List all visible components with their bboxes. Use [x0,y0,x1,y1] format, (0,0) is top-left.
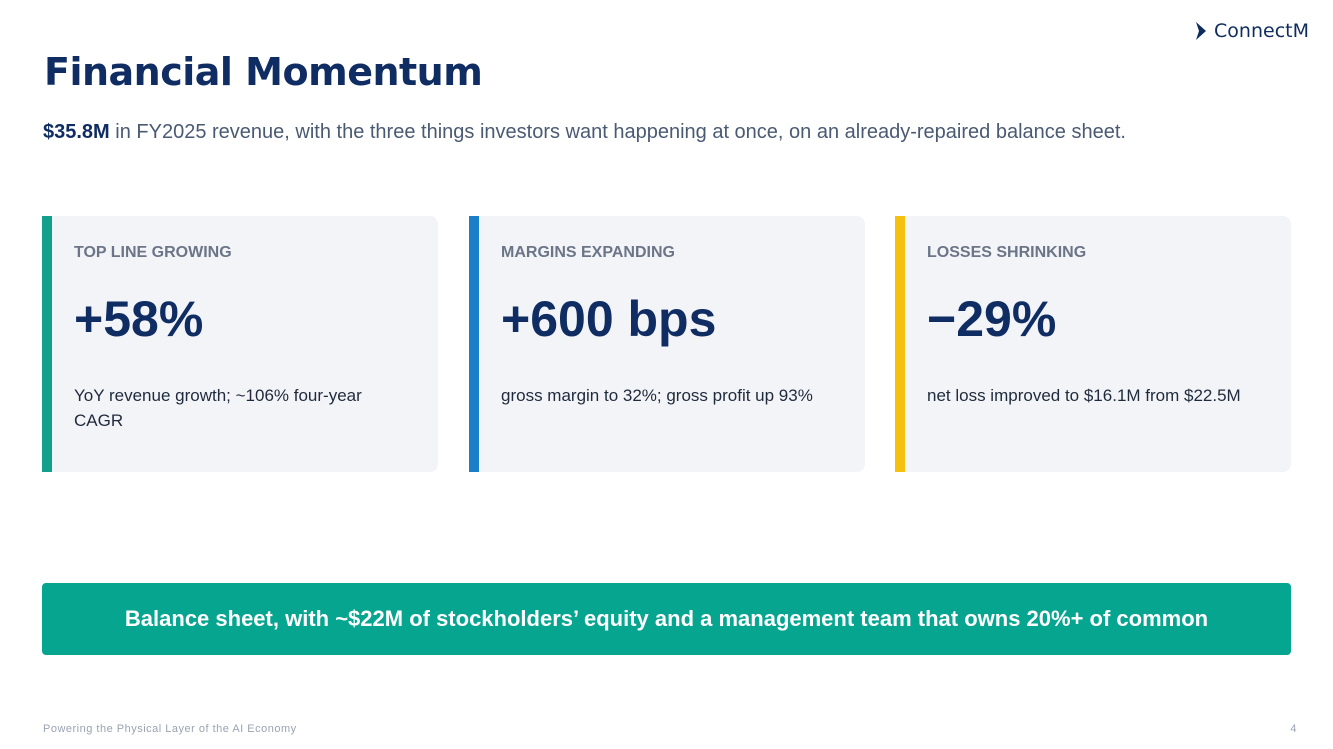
card-note: net loss improved to $16.1M from $22.5M [927,386,1241,405]
subtitle-highlight: $35.8M [43,121,110,143]
card-note: YoY revenue growth; ~106% four-year CAGR [74,386,362,430]
card-note: gross margin to 32%; gross profit up 93% [501,386,813,405]
subtitle-text: in FY2025 revenue, with the three things… [109,121,1126,143]
banner: Balance sheet, with ~$22M of stockholder… [42,583,1291,655]
page-number: 4 [1290,723,1297,735]
subtitle: $35.8M in FY2025 revenue, with the three… [43,121,1126,144]
metric-card: TOP LINE GROWING +58% YoY revenue growth; … [42,216,438,472]
logo-mark [1196,22,1207,40]
card-value: +58% [74,291,204,347]
card-label: TOP LINE GROWING [74,244,232,261]
card-value: +600 bps [501,291,717,347]
card-label: MARGINS EXPANDING [501,244,675,261]
title: Financial Momentum [44,50,483,94]
accent-bar [42,216,52,472]
accent-bar [895,216,905,472]
metric-card: LOSSES SHRINKING −29% net loss improved to… [895,216,1291,472]
logo: ConnectM [1194,20,1309,42]
footer-tagline: Powering the Physical Layer of the AI Ec… [43,723,297,735]
card-label: LOSSES SHRINKING [927,244,1087,261]
accent-bar [469,216,479,472]
card-value: −29% [927,291,1057,347]
logo-text: ConnectM [1214,20,1309,42]
metric-card: MARGINS EXPANDING +600 bps gross margin to… [469,216,865,472]
